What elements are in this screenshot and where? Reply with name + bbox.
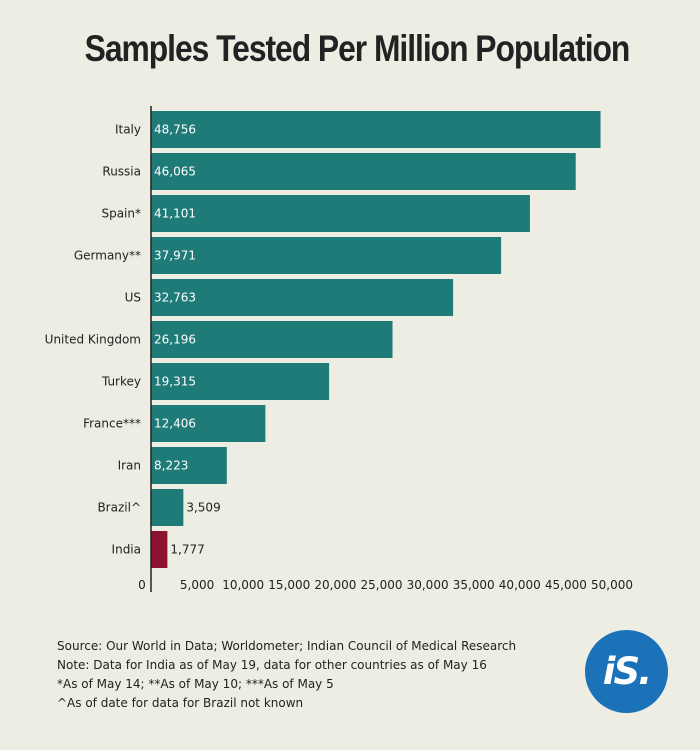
bar: [151, 153, 576, 190]
data-label: 37,971: [154, 249, 196, 263]
bar-chart: Italy 48,756 Russia 46,065 Spain* 41,101 Germa…: [45, 106, 633, 592]
category-label: Brazil^: [97, 501, 141, 515]
x-tick-label: 15,000: [268, 578, 310, 592]
data-label: 8,223: [154, 459, 188, 473]
data-label: 3,509: [186, 501, 220, 515]
x-tick-label: 25,000: [361, 578, 403, 592]
category-label: US: [125, 291, 141, 305]
x-tick-label: 0: [138, 578, 146, 592]
bar: [151, 489, 184, 526]
footnote-caret: ^As of date for data for Brazil not know…: [57, 696, 304, 710]
date-note: Note: Data for India as of May 19, data …: [57, 658, 487, 672]
category-label: United Kingdom: [45, 333, 141, 347]
chart-notes: Source: Our World in Data; Worldometer; …: [57, 637, 516, 713]
data-label: 32,763: [154, 291, 196, 305]
data-label: 41,101: [154, 207, 196, 221]
bar: [151, 363, 330, 400]
category-label: Turkey: [101, 375, 141, 389]
category-label: France***: [83, 417, 141, 431]
data-label: 26,196: [154, 333, 196, 347]
data-label: 1,777: [170, 543, 204, 557]
x-tick-label: 5,000: [180, 578, 214, 592]
bar: [151, 279, 454, 316]
bar: [151, 531, 168, 568]
chart-title: Samples Tested Per Million Population: [84, 28, 631, 69]
x-tick-label: 10,000: [222, 578, 264, 592]
category-label: Spain*: [101, 207, 141, 221]
category-label: India: [112, 543, 141, 557]
category-label: Italy: [115, 123, 141, 137]
x-tick-label: 40,000: [499, 578, 541, 592]
x-tick-label: 50,000: [591, 578, 633, 592]
logo: iS.: [585, 630, 668, 713]
data-label: 46,065: [154, 165, 196, 179]
x-tick-label: 45,000: [545, 578, 587, 592]
category-label: Germany**: [74, 249, 141, 263]
category-label: Russia: [102, 165, 141, 179]
bar: [151, 111, 601, 148]
x-tick-label: 30,000: [407, 578, 449, 592]
x-tick-label: 35,000: [453, 578, 495, 592]
logo-text: iS.: [602, 650, 652, 693]
bar: [151, 405, 266, 442]
data-label: 12,406: [154, 417, 196, 431]
bar: [151, 195, 530, 232]
source-note: Source: Our World in Data; Worldometer; …: [57, 639, 517, 653]
category-label: Iran: [118, 459, 141, 473]
data-label: 48,756: [154, 123, 196, 137]
bar: [151, 321, 393, 358]
data-label: 19,315: [154, 375, 196, 389]
footnote-asterisks: *As of May 14; **As of May 10; ***As of …: [57, 677, 334, 691]
bar: [151, 237, 502, 274]
x-tick-label: 20,000: [314, 578, 356, 592]
bar: [151, 447, 227, 484]
